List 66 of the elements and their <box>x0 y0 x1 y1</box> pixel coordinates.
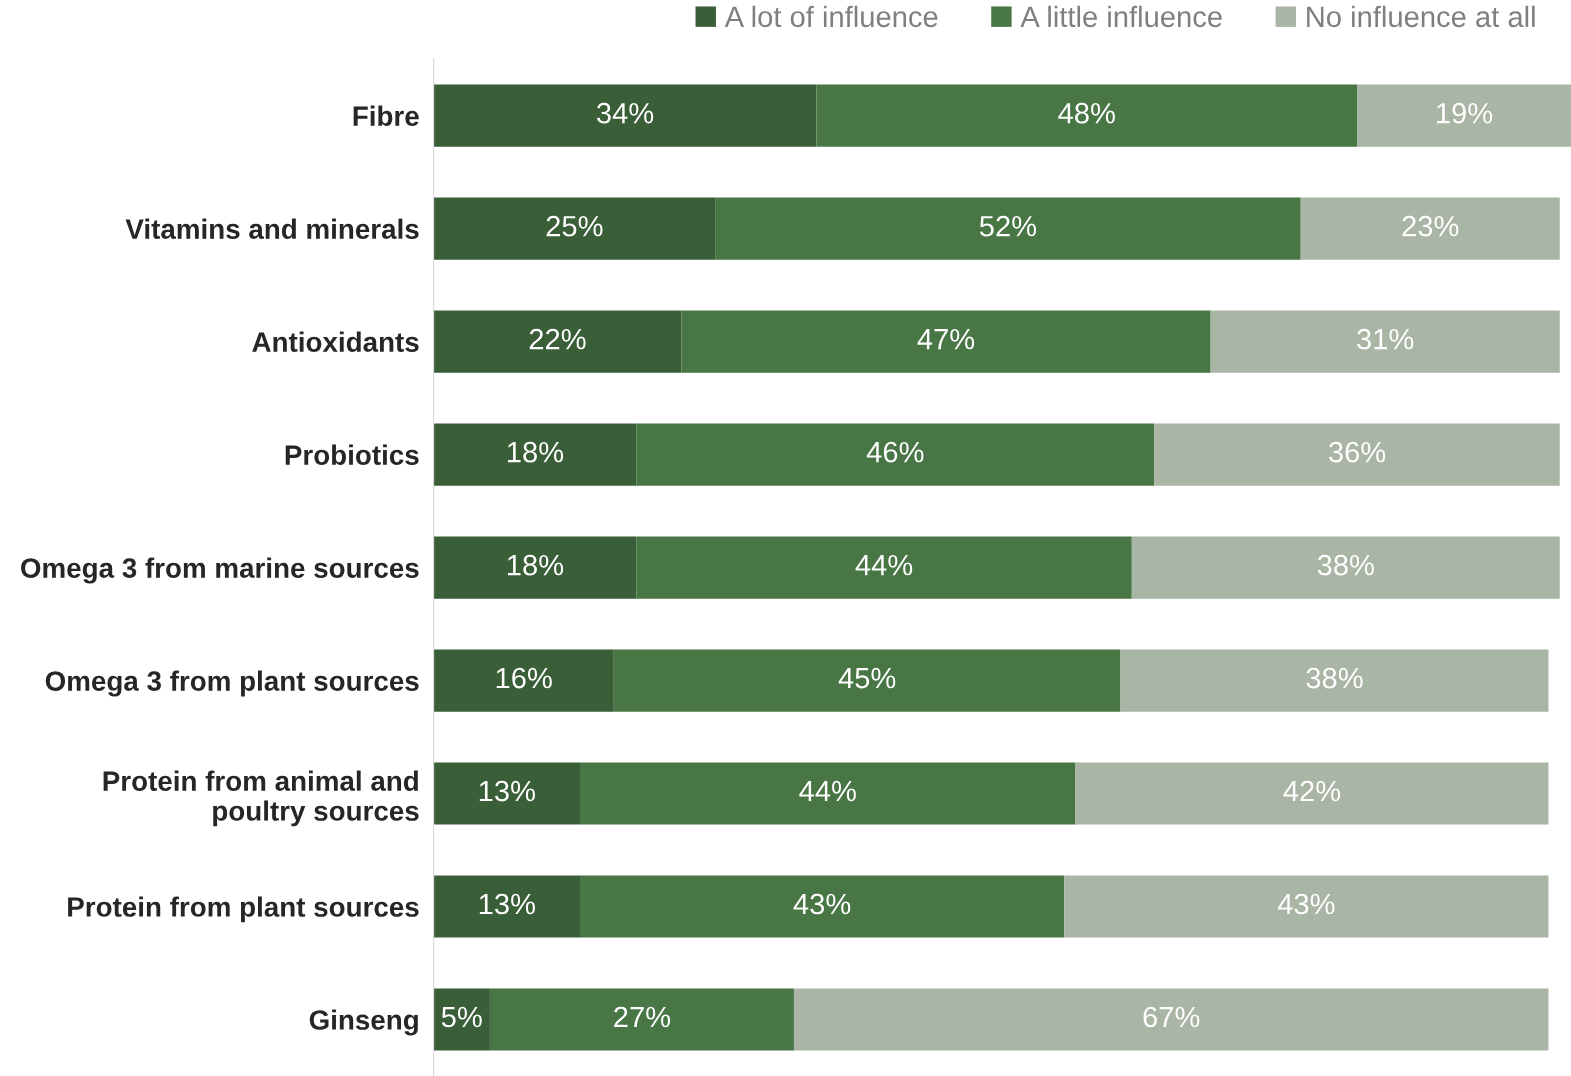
bar <box>1300 197 1560 260</box>
data-label: 47% <box>917 328 975 350</box>
bar <box>613 649 1121 712</box>
bar <box>1154 423 1560 486</box>
y-tick-label: Omega 3 from marine sources <box>21 557 419 584</box>
y-tick-label: Protein from plant sources <box>68 896 419 923</box>
bar <box>1357 84 1571 147</box>
y-tick-label: Antioxidants <box>252 331 419 352</box>
data-label: 44% <box>855 554 913 576</box>
bar <box>433 988 490 1051</box>
data-label: 43% <box>793 893 851 915</box>
y-tick-label: Protein from animal and poultry sources <box>103 770 419 827</box>
data-label: 13% <box>479 893 535 915</box>
y-tick-label: Fibre <box>353 105 419 127</box>
data-label: 48% <box>1058 102 1115 124</box>
bar <box>579 762 1076 825</box>
y-tick-label: Ginseng <box>309 1009 418 1036</box>
bar <box>1210 310 1560 373</box>
data-label: 18% <box>507 554 564 576</box>
bar <box>636 423 1155 486</box>
data-label: 34% <box>596 102 654 124</box>
data-label: 22% <box>529 328 586 350</box>
data-label: 46% <box>866 441 924 463</box>
data-label: 45% <box>838 667 896 689</box>
data-label: 31% <box>1357 328 1414 350</box>
legend-label: No influence at all <box>1307 5 1535 28</box>
bar <box>816 84 1358 147</box>
bar <box>433 423 637 486</box>
data-label: 13% <box>479 780 535 802</box>
bar <box>433 536 637 599</box>
data-label: 44% <box>799 780 856 802</box>
data-label: 25% <box>546 215 603 237</box>
bar <box>489 988 794 1051</box>
bar <box>433 875 580 938</box>
bar <box>433 197 716 260</box>
bar <box>579 875 1065 938</box>
y-tick-label: Vitamins and minerals <box>125 218 419 239</box>
data-label: 23% <box>1402 215 1459 237</box>
data-label: 19% <box>1437 102 1493 124</box>
legend-label: A lot of influence <box>724 5 938 28</box>
bar <box>636 536 1132 599</box>
y-tick-label: Probiotics <box>285 444 419 465</box>
bar <box>715 197 1301 260</box>
bar <box>1075 762 1549 825</box>
data-label: 52% <box>979 215 1037 237</box>
bar <box>1064 875 1549 938</box>
bar <box>433 310 682 373</box>
data-label: 67% <box>1143 1006 1200 1028</box>
legend-label: A little influence <box>1020 5 1222 28</box>
data-label: 36% <box>1328 441 1386 463</box>
data-label: 16% <box>496 667 552 689</box>
bar <box>433 84 817 147</box>
bar <box>433 762 580 825</box>
y-tick-label: Omega 3 from plant sources <box>45 670 419 697</box>
bar <box>793 988 1549 1051</box>
data-label: 43% <box>1277 893 1335 915</box>
data-label: 38% <box>1317 554 1374 576</box>
data-label: 18% <box>507 441 564 463</box>
data-label: 38% <box>1306 667 1363 689</box>
bar <box>433 649 614 712</box>
data-label: 27% <box>614 1006 671 1028</box>
bar <box>1120 649 1549 712</box>
bar <box>1131 536 1560 599</box>
data-label: 42% <box>1283 780 1341 802</box>
bar <box>681 310 1211 373</box>
data-label: 5% <box>441 1006 482 1028</box>
